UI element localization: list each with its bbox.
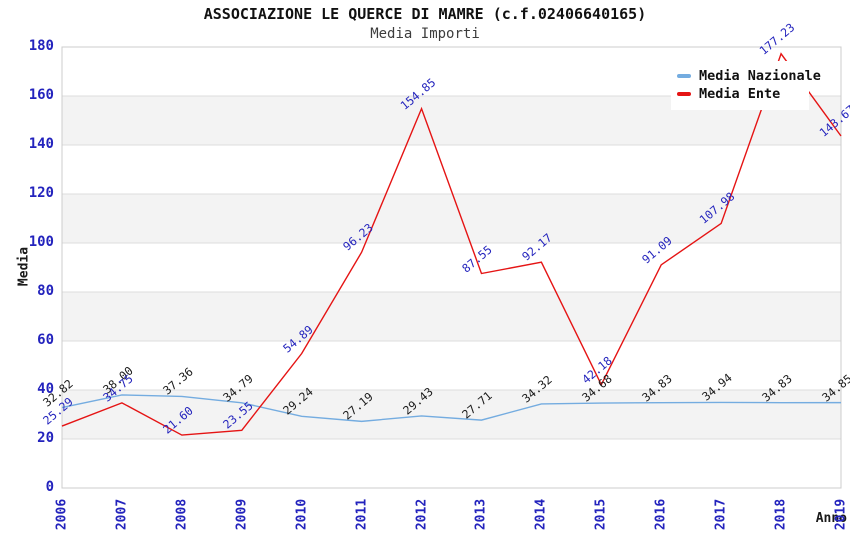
legend-label-ente: Media Ente [699,86,781,102]
grid-band [62,194,841,243]
legend-label-nazionale: Media Nazionale [699,68,821,84]
grid-band [62,390,841,439]
plot-border [61,46,842,489]
legend-item-media-nazionale[interactable]: Media Nazionale [677,68,821,84]
legend-swatch-nazionale-icon [677,74,691,78]
chart-legend: Media Nazionale Media Ente [671,61,821,110]
grid-band [62,292,841,341]
legend-swatch-ente-icon [677,92,691,96]
series-line-media-nazionale [61,394,842,423]
series-line-media-ente [61,52,842,436]
legend-item-media-ente[interactable]: Media Ente [677,86,803,102]
